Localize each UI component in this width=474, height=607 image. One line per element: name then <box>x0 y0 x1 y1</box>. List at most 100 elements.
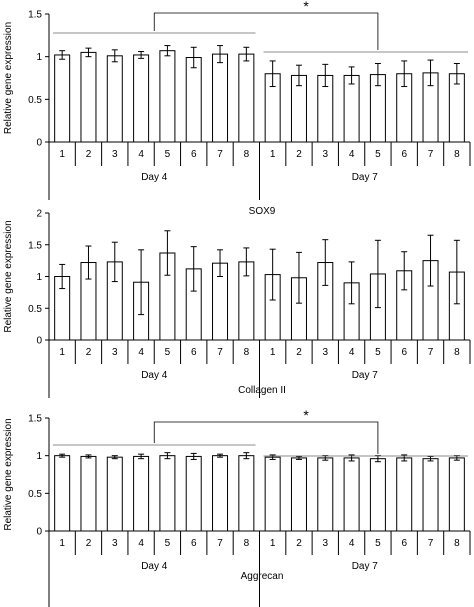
x-tick-label: 8 <box>244 538 250 549</box>
x-tick-label: 4 <box>138 149 144 160</box>
y-tick-label: 0.5 <box>28 489 42 500</box>
x-tick-label: 4 <box>138 347 144 358</box>
x-tick-label: 5 <box>375 149 381 160</box>
x-tick-label: 3 <box>112 149 118 160</box>
bar <box>317 457 334 532</box>
x-tick-label: 8 <box>244 347 250 358</box>
y-tick-label: 0 <box>36 138 42 149</box>
bar <box>238 455 255 532</box>
y-tick-label: 0.5 <box>28 304 42 315</box>
x-tick-label: 5 <box>165 347 171 358</box>
chart-panel-3: 0 0.5 1 1.5 Relative gene expression 1 2 3 4 5 6 7 8… <box>3 407 471 607</box>
significance-bracket <box>153 12 379 50</box>
bar <box>369 458 386 532</box>
significance-bracket <box>153 421 379 454</box>
chart-panel-2: 0 0.5 1 1.5 2 Relative gene expression 1 2 3 4 5 6 7… <box>3 209 471 398</box>
chart-panel-1: 0 0.5 1 1.5 Relative gene expression 1 2 3 4 5 6 7 8… <box>3 0 471 217</box>
x-tick-label: 6 <box>191 149 197 160</box>
x-tick-label: 2 <box>86 149 92 160</box>
y-axis-title: Relative gene expression <box>3 220 14 332</box>
group-label: Day 4 <box>141 172 168 183</box>
x-tick-label: 6 <box>401 538 407 549</box>
y-axis-title: Relative gene expression <box>3 418 14 530</box>
x-tick-label: 5 <box>375 347 381 358</box>
x-tick-label: 2 <box>296 347 302 358</box>
x-tick-label: 3 <box>112 538 118 549</box>
x-tick-label: 2 <box>296 149 302 160</box>
x-tick-label: 1 <box>270 538 276 549</box>
bar <box>290 457 307 532</box>
bar <box>54 455 71 532</box>
bar <box>54 54 71 143</box>
group-label: Day 4 <box>141 561 168 572</box>
y-tick-label: 0.5 <box>28 95 42 106</box>
bar <box>106 456 123 532</box>
x-tick-label: 4 <box>138 538 144 549</box>
x-tick-label: 3 <box>112 347 118 358</box>
significance-star: * <box>303 407 309 423</box>
bar <box>133 54 150 143</box>
x-tick-label: 7 <box>428 149 434 160</box>
x-tick-label: 1 <box>270 149 276 160</box>
x-tick-label: 1 <box>59 149 65 160</box>
x-tick-label: 1 <box>270 347 276 358</box>
y-axis-title: Relative gene expression <box>3 22 14 134</box>
x-tick-label: 7 <box>428 347 434 358</box>
group-label: Day 7 <box>352 172 379 183</box>
bar <box>80 455 97 532</box>
x-tick-label: 4 <box>349 347 355 358</box>
y-tick-label: 2 <box>36 209 42 220</box>
bar <box>133 455 150 532</box>
bar <box>106 55 123 143</box>
x-tick-label: 5 <box>165 149 171 160</box>
gene-label: Collagen II <box>238 385 286 396</box>
x-tick-label: 2 <box>86 538 92 549</box>
x-tick-label: 3 <box>323 347 329 358</box>
x-tick-label: 8 <box>244 149 250 160</box>
x-tick-label: 7 <box>428 538 434 549</box>
group-label: Day 7 <box>352 561 379 572</box>
group-label: Day 4 <box>141 370 168 381</box>
gene-label: Aggrecan <box>241 571 284 582</box>
bar <box>159 50 176 143</box>
y-tick-label: 1.5 <box>28 414 42 425</box>
bar <box>159 455 176 532</box>
gene-label: SOX9 <box>249 206 276 217</box>
x-tick-label: 7 <box>217 347 223 358</box>
x-tick-label: 8 <box>454 347 460 358</box>
group-label: Day 7 <box>352 370 379 381</box>
x-tick-label: 2 <box>86 347 92 358</box>
x-tick-label: 7 <box>217 538 223 549</box>
x-tick-label: 6 <box>401 347 407 358</box>
x-tick-label: 4 <box>349 149 355 160</box>
bar <box>212 455 229 532</box>
bar <box>396 457 413 532</box>
bar <box>238 53 255 143</box>
bar <box>448 457 465 532</box>
x-tick-label: 1 <box>59 347 65 358</box>
bar <box>185 455 202 532</box>
y-tick-label: 0 <box>36 527 42 538</box>
x-tick-label: 3 <box>323 149 329 160</box>
x-tick-label: 7 <box>217 149 223 160</box>
x-tick-label: 6 <box>191 538 197 549</box>
bar <box>80 51 97 143</box>
x-tick-label: 5 <box>165 538 171 549</box>
bar <box>422 458 439 532</box>
x-tick-label: 6 <box>191 347 197 358</box>
bar <box>343 457 360 532</box>
x-tick-label: 6 <box>401 149 407 160</box>
x-tick-label: 1 <box>59 538 65 549</box>
bar <box>343 74 360 143</box>
bar <box>185 57 202 143</box>
x-tick-label: 5 <box>375 538 381 549</box>
y-tick-label: 1 <box>36 52 42 63</box>
x-tick-label: 2 <box>296 538 302 549</box>
bar <box>264 456 281 532</box>
x-tick-label: 8 <box>454 538 460 549</box>
y-tick-label: 0 <box>36 336 42 347</box>
x-tick-label: 3 <box>323 538 329 549</box>
y-tick-label: 1.5 <box>28 10 42 21</box>
y-tick-label: 1 <box>36 272 42 283</box>
